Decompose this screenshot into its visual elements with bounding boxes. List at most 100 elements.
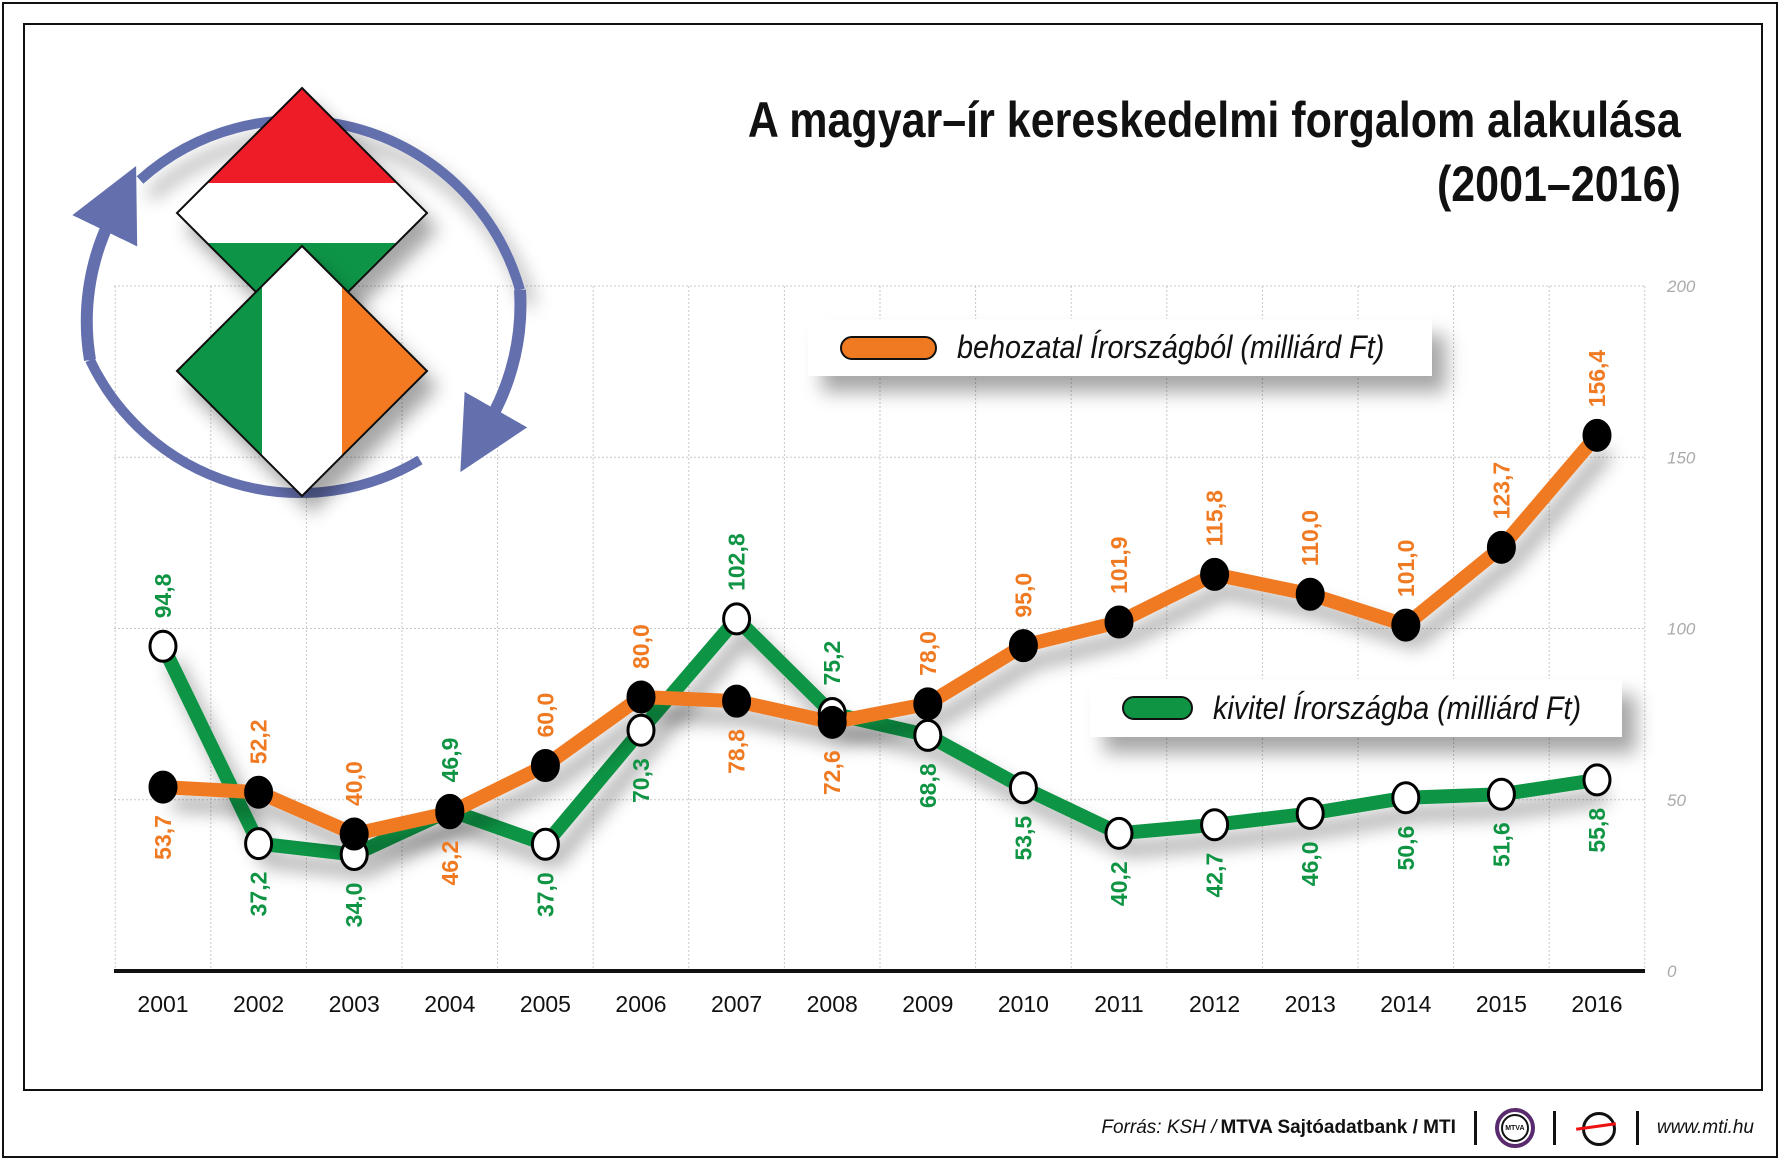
x-tick-label: 2007 (711, 991, 762, 1017)
mtva-logo-text: MTVA (1500, 1114, 1529, 1142)
export-marker (1582, 763, 1612, 797)
export-marker (244, 827, 274, 861)
separator (1635, 1111, 1639, 1145)
chart-title: A magyar–ír kereskedelmi forgalom alakul… (748, 88, 1681, 216)
y-tick-label: 0 (1667, 962, 1677, 981)
y-tick-label: 100 (1667, 620, 1696, 639)
export-data-label: 34,0 (341, 883, 367, 928)
source-prefix: Forrás: KSH / (1101, 1117, 1217, 1138)
import-data-label: 80,0 (628, 624, 654, 669)
mtva-logo: MTVA (1494, 1108, 1535, 1148)
series-layer (148, 418, 1612, 872)
import-marker (339, 817, 369, 851)
export-data-label: 53,5 (1010, 816, 1036, 861)
import-data-label: 40,0 (341, 761, 367, 806)
export-line (156, 611, 1599, 862)
export-data-label: 102,8 (724, 533, 750, 591)
title-line-1: A magyar–ír kereskedelmi forgalom alakul… (748, 92, 1681, 148)
export-marker (1486, 777, 1516, 811)
export-data-label: 50,6 (1393, 826, 1419, 871)
separator (1473, 1111, 1477, 1145)
cycle-arrow-top (136, 115, 525, 292)
x-tick-label: 2009 (902, 991, 953, 1017)
export-data-label: 46,0 (1297, 841, 1323, 886)
x-tick-label: 2004 (424, 991, 475, 1017)
export-data-label: 46,9 (437, 738, 463, 783)
grid: 0 50 100 150 200 2001 2002 2003 2004 2005 2006 2007… (114, 277, 1696, 1017)
import-marker (1008, 629, 1038, 663)
export-marker (1008, 771, 1038, 805)
import-data-label: 101,0 (1393, 540, 1419, 598)
export-marker (1295, 796, 1325, 830)
import-marker (913, 687, 943, 721)
irish-flag-diamond (175, 244, 429, 498)
y-tick-label: 50 (1667, 791, 1686, 810)
import-data-label: 156,4 (1584, 350, 1610, 408)
export-data-label: 94,8 (150, 573, 176, 618)
source-url: www.mti.hu (1656, 1117, 1754, 1138)
x-tick-label: 2010 (998, 991, 1049, 1017)
import-data-label: 110,0 (1297, 510, 1323, 566)
x-tick-label: 2013 (1285, 991, 1336, 1017)
import-marker (1295, 577, 1325, 611)
export-data-label: 70,3 (628, 758, 654, 803)
title-line-2: (2001–2016) (1437, 156, 1681, 212)
export-data-label: 51,6 (1488, 822, 1514, 867)
x-tick-label: 2015 (1476, 991, 1527, 1017)
chart-frame (23, 23, 1763, 1091)
import-marker (1104, 605, 1134, 639)
export-data-label: 40,2 (1106, 861, 1132, 906)
x-tick-label: 2006 (615, 991, 666, 1017)
export-marker (722, 602, 752, 636)
import-marker (435, 796, 465, 830)
y-tick-label: 150 (1667, 448, 1696, 467)
legend-import: behozatal Írországból (milliárd Ft) (808, 319, 1432, 376)
export-data-label: 75,2 (819, 641, 845, 686)
export-data-label: 55,8 (1584, 808, 1610, 853)
export-marker (1200, 808, 1230, 842)
import-data-label: 52,2 (246, 719, 272, 764)
source-bold: MTVA Sajtóadatbank / MTI (1220, 1117, 1456, 1138)
legend-label-export: kivitel Írországba (milliárd Ft) (1213, 689, 1582, 726)
import-marker (530, 749, 560, 782)
export-marker (148, 629, 178, 663)
import-data-label: 95,0 (1010, 573, 1036, 618)
import-data-label: 115,8 (1202, 490, 1228, 546)
cycle-arrow-bottom (85, 357, 423, 499)
export-marker (530, 827, 560, 861)
import-marker (1200, 557, 1230, 591)
export-data-label: 42,7 (1202, 853, 1228, 898)
x-tick-label: 2005 (520, 991, 571, 1017)
import-data-label: 72,6 (819, 750, 845, 795)
x-tick-label: 2003 (329, 991, 380, 1017)
import-marker (1582, 418, 1612, 452)
import-data-label: 46,2 (437, 841, 463, 886)
export-data-label: 37,0 (532, 872, 558, 917)
import-data-label: 101,9 (1106, 536, 1132, 594)
import-marker (1486, 530, 1516, 564)
cycle-arrow-left (72, 165, 138, 361)
x-tick-label: 2011 (1094, 991, 1143, 1017)
import-data-label: 60,0 (532, 693, 558, 738)
footer: Forrás: KSH / MTVA Sajtóadatbank / MTI M… (1101, 1108, 1754, 1148)
export-marker (1104, 816, 1134, 850)
import-marker (244, 775, 274, 809)
legend-swatch-export (1122, 696, 1194, 720)
x-tick-label: 2012 (1189, 991, 1240, 1017)
import-marker (626, 680, 656, 714)
legend-export: kivitel Írországba (milliárd Ft) (1090, 679, 1622, 737)
export-data-label: 68,8 (915, 763, 941, 808)
x-tick-label: 2016 (1571, 991, 1622, 1017)
export-data-label: 37,2 (246, 872, 272, 917)
import-marker (148, 770, 178, 804)
x-tick-label: 2014 (1380, 991, 1431, 1017)
mti-logo-icon (1574, 1110, 1618, 1146)
separator (1552, 1111, 1556, 1145)
import-data-label: 78,8 (724, 729, 750, 774)
y-tick-label: 200 (1666, 277, 1696, 296)
x-tick-label: 2001 (137, 991, 188, 1017)
labels-layer: 53,7 52,2 40,0 46,2 60,0 80,0 78,8 72,6 78,0 95,0… (150, 350, 1610, 928)
import-marker (1391, 608, 1421, 642)
export-marker (913, 718, 943, 752)
